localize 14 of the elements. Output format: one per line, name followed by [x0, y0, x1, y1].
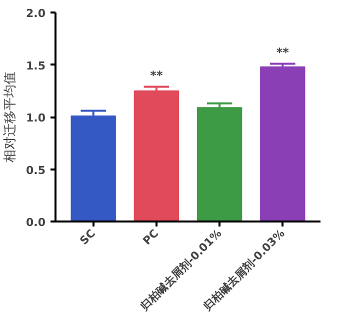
y-tick-label: 2.0 — [26, 7, 46, 20]
y-tick-label: 1.5 — [26, 59, 46, 72]
y-tick-label: 0.0 — [26, 216, 46, 229]
y-axis-title: 相对迁移平均值 — [3, 72, 18, 162]
y-tick-label: 0.5 — [26, 164, 46, 177]
bar — [70, 115, 116, 222]
bar — [196, 107, 242, 222]
x-tick-label: SC — [77, 226, 98, 248]
bar — [260, 66, 306, 222]
bar — [134, 90, 180, 222]
annotation: ** — [276, 46, 290, 60]
annotation: ** — [150, 68, 164, 83]
x-tick-label: PC — [140, 226, 162, 248]
y-tick-label: 1.0 — [26, 112, 46, 124]
